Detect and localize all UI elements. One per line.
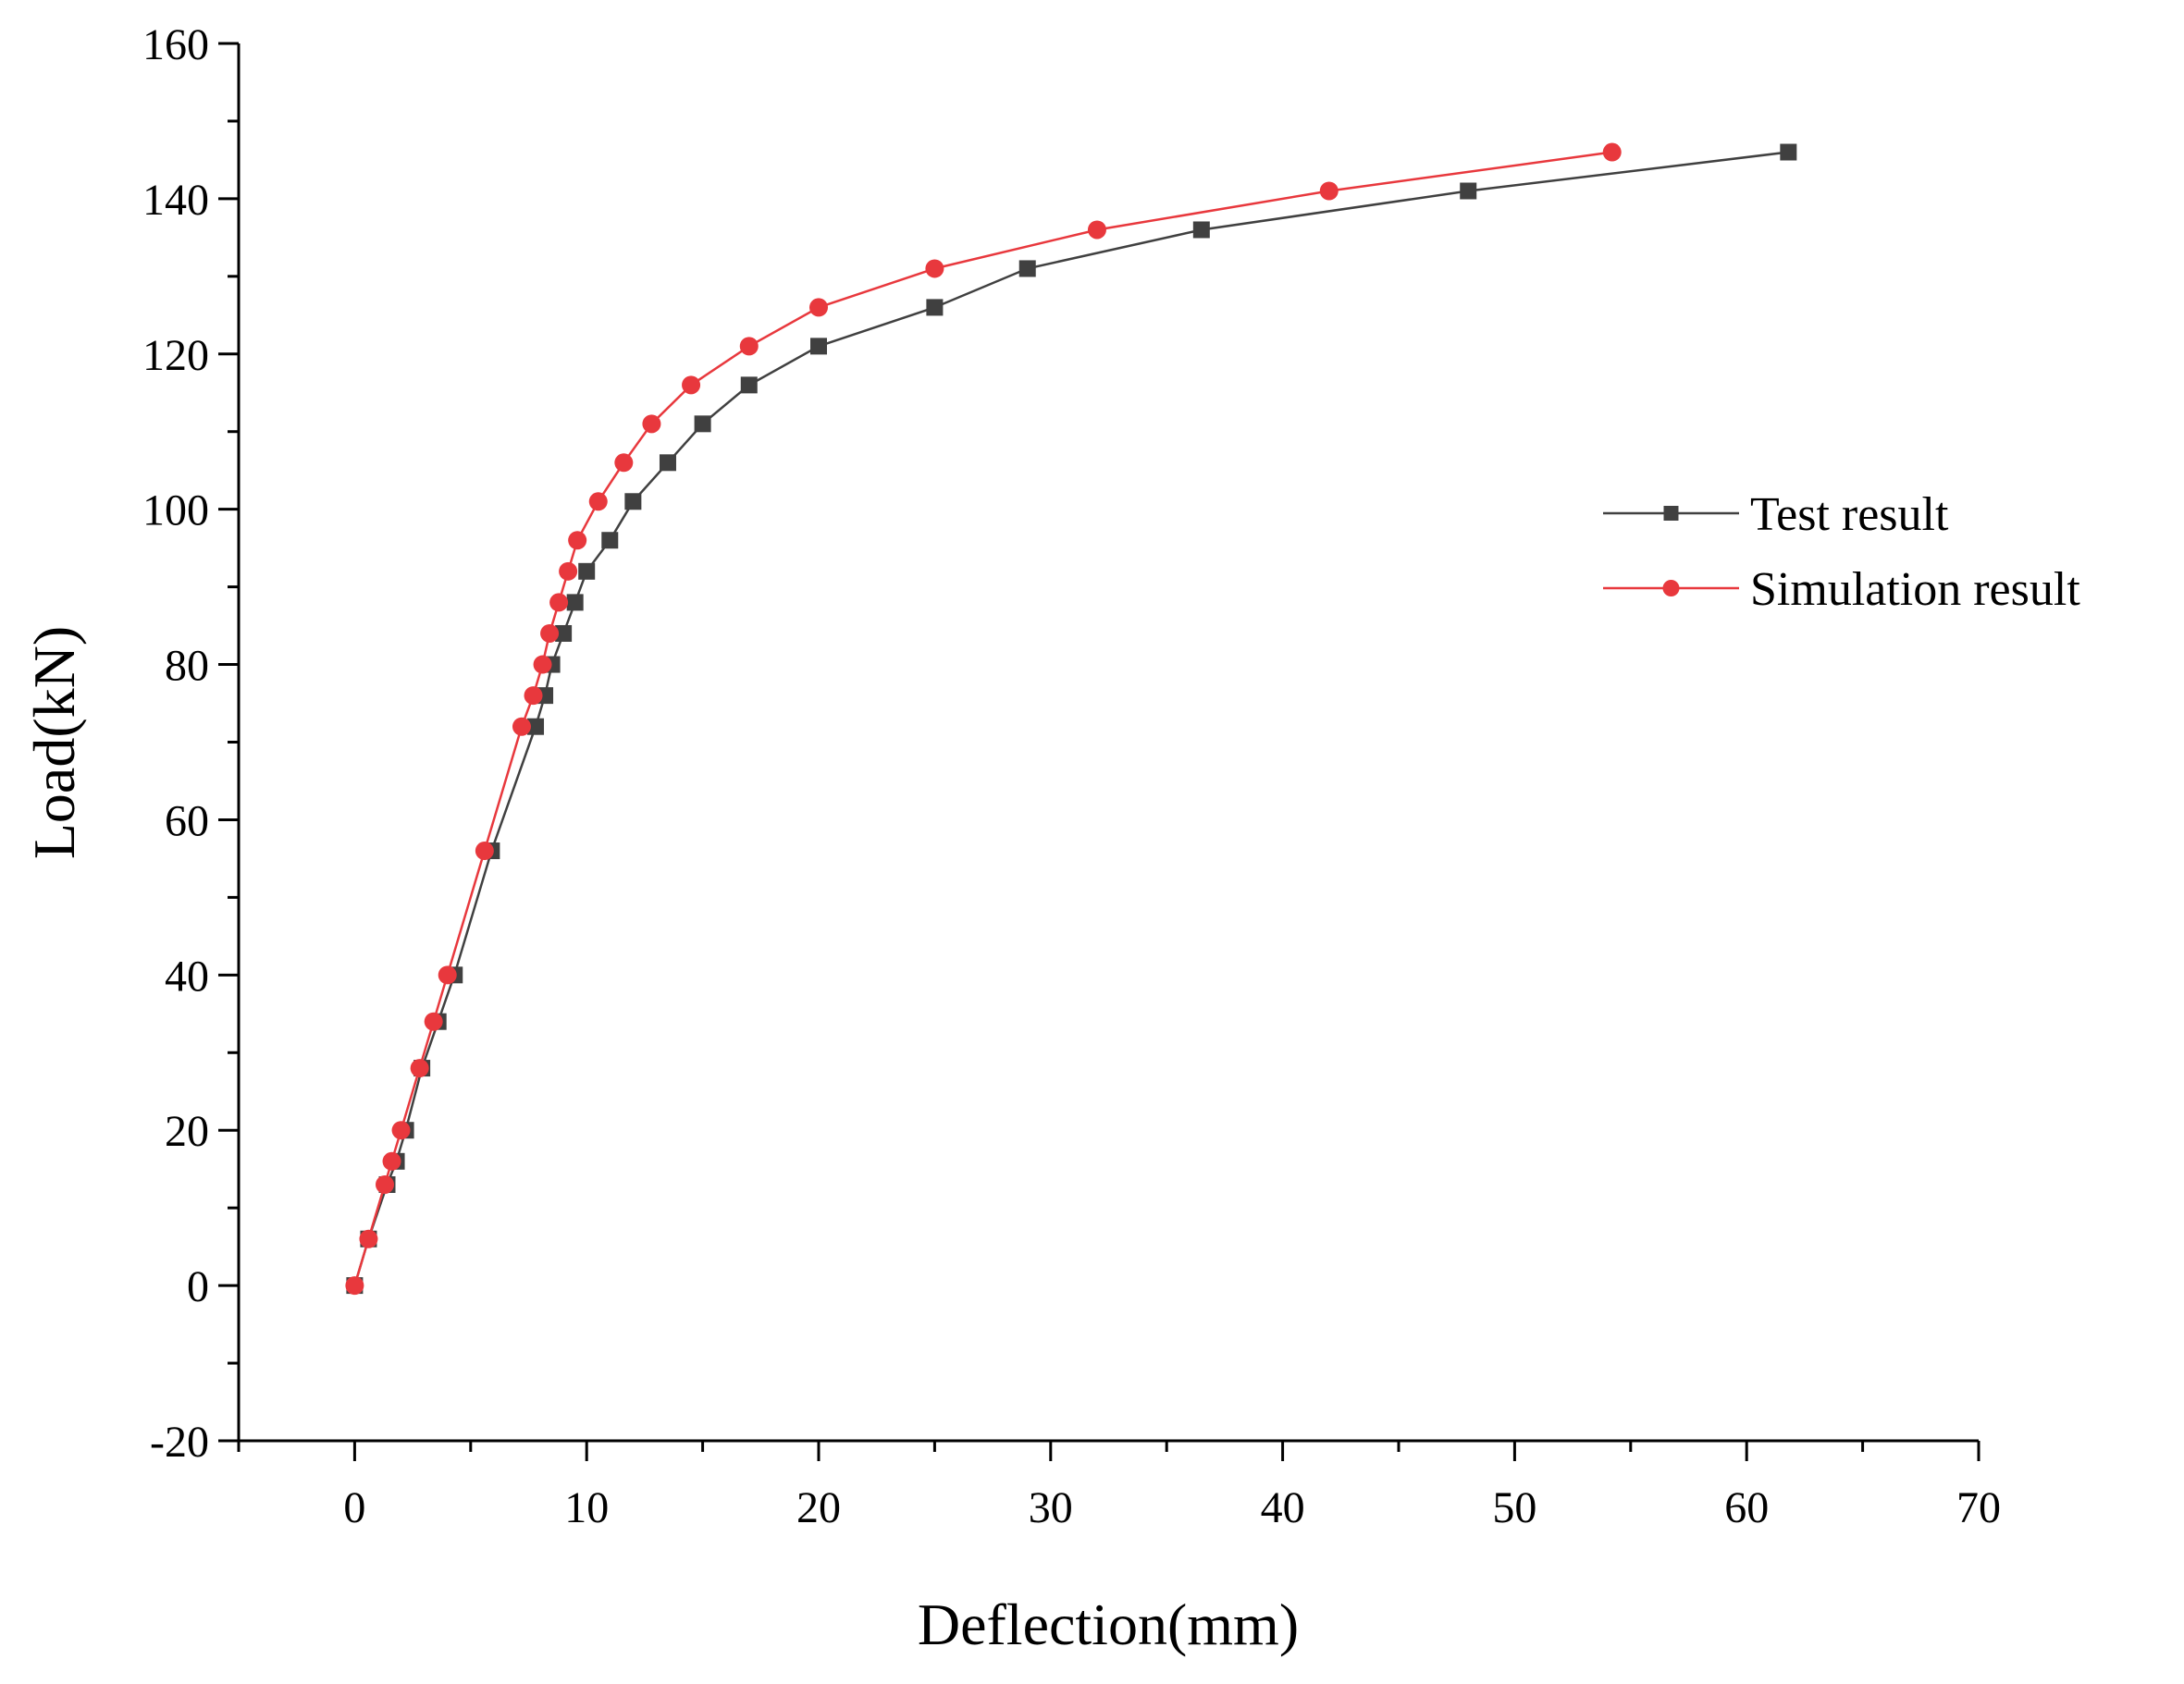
data-point: [391, 1121, 411, 1140]
data-point: [1087, 220, 1106, 240]
x-tick-label: 30: [1029, 1483, 1073, 1532]
x-axis-title: Deflection(mm): [918, 1592, 1299, 1657]
data-point: [512, 717, 531, 736]
x-tick-label: 10: [564, 1483, 609, 1532]
x-tick-label: 20: [796, 1483, 841, 1532]
data-point: [810, 338, 827, 355]
data-point: [739, 337, 759, 356]
data-point: [694, 415, 711, 433]
data-point: [424, 1012, 443, 1031]
x-tick-label: 60: [1724, 1483, 1769, 1532]
series-test-result: [346, 143, 1797, 1295]
data-point: [376, 1174, 395, 1194]
legend-marker: [1662, 580, 1680, 596]
data-point: [475, 842, 494, 861]
data-point: [359, 1229, 378, 1248]
legend-item: Simulation result: [1603, 563, 2080, 616]
data-point: [926, 299, 944, 316]
data-point: [345, 1276, 364, 1296]
y-tick-label: 0: [187, 1262, 209, 1311]
data-point: [568, 531, 587, 550]
x-tick-label: 40: [1261, 1483, 1305, 1532]
series-line: [353, 151, 1612, 1286]
data-point: [559, 561, 578, 581]
data-point: [809, 298, 828, 317]
data-point: [382, 1151, 401, 1171]
y-tick-label: 40: [165, 952, 209, 1001]
data-point: [578, 562, 596, 580]
x-tick-label: 50: [1492, 1483, 1536, 1532]
series-simulation-result: [345, 142, 1622, 1296]
legend-label: Test result: [1750, 488, 1949, 541]
data-point: [624, 493, 642, 510]
y-tick-label: 60: [165, 796, 209, 845]
data-point: [642, 414, 661, 434]
data-point: [740, 376, 758, 394]
data-point: [1192, 221, 1210, 239]
y-axis-title: Load(kN): [21, 626, 87, 859]
y-tick-label: 20: [165, 1107, 209, 1156]
data-point: [540, 623, 560, 643]
data-point: [1460, 182, 1477, 200]
data-point: [533, 655, 552, 674]
legend: Test result Simulation result: [1603, 488, 2080, 616]
y-tick-label: -20: [150, 1418, 209, 1467]
legend-item: Test result: [1603, 488, 1949, 541]
data-point: [925, 259, 944, 278]
ticks-layer: 0 10 20 30 40 50 60 70 -20 0 20 40 60 80 100 120 140 160: [142, 20, 2001, 1532]
y-tick-label: 160: [142, 20, 209, 69]
data-point: [410, 1059, 429, 1078]
data-point: [659, 454, 676, 472]
data-point: [601, 532, 619, 549]
x-tick-label: 0: [343, 1483, 365, 1532]
data-point: [1319, 181, 1339, 201]
legend-label: Simulation result: [1750, 563, 2080, 616]
y-tick-label: 120: [142, 331, 209, 380]
x-tick-label: 70: [1956, 1483, 2001, 1532]
series-layer: [345, 142, 1797, 1296]
series-line: [353, 151, 1789, 1286]
data-point: [438, 965, 457, 985]
data-point: [1780, 143, 1797, 161]
data-point: [588, 492, 608, 511]
data-point: [614, 453, 634, 473]
data-point: [555, 624, 573, 642]
data-point: [524, 686, 543, 706]
data-point: [1018, 260, 1036, 277]
data-point: [527, 718, 545, 735]
y-tick-label: 80: [165, 642, 209, 691]
data-point: [549, 593, 569, 612]
y-tick-label: 140: [142, 176, 209, 225]
data-point: [682, 375, 701, 395]
data-point: [1602, 142, 1622, 162]
legend-marker: [1663, 506, 1679, 521]
y-tick-label: 100: [142, 486, 209, 535]
axes-layer: [237, 43, 1979, 1443]
data-point: [566, 594, 584, 611]
